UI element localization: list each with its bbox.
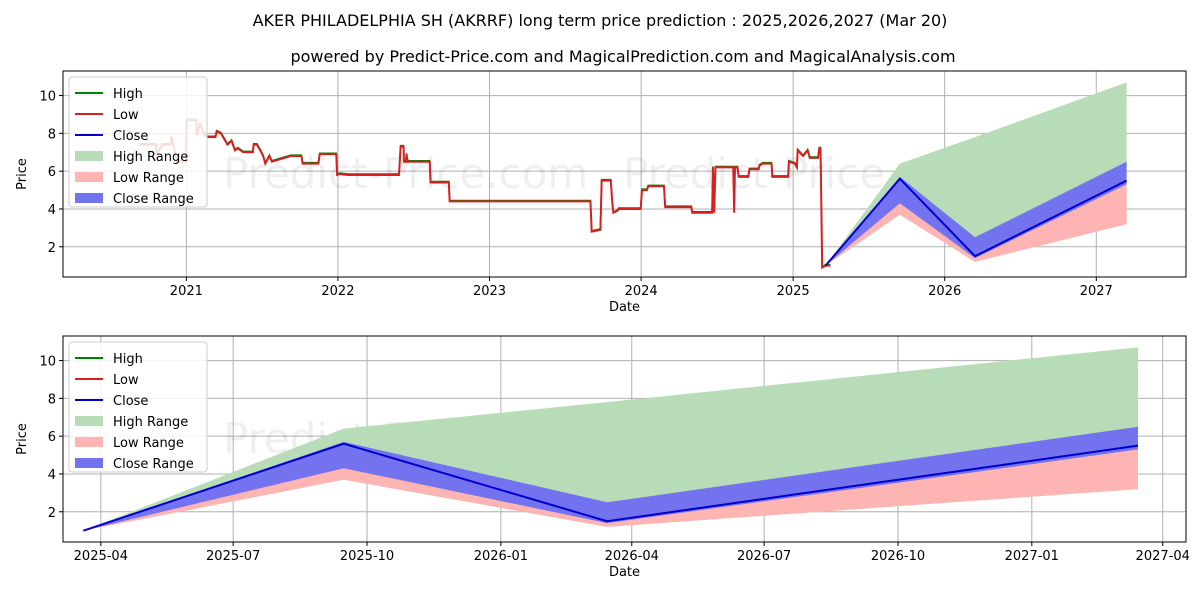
legend-close-label: Close: [113, 394, 148, 409]
chart-subtitle: powered by Predict-Price.com and Magical…: [290, 47, 955, 66]
x-tick-label: 2026-10: [871, 549, 925, 564]
y-tick-label: 6: [48, 165, 56, 180]
low-series-line: [139, 119, 831, 270]
x-tick-label: 2027-04: [1136, 549, 1190, 564]
close-series-line: [83, 442, 1139, 532]
x-tick-label: 2026-01: [474, 549, 528, 564]
y-tick-label: 10: [39, 355, 56, 370]
legend-high-label: High: [113, 352, 143, 367]
x-tick-label: 2025-10: [340, 549, 394, 564]
legend-close-range-label: Close Range: [113, 457, 194, 472]
chart-title: AKER PHILADELPHIA SH (AKRRF) long term p…: [253, 11, 948, 30]
close-range-band: [83, 426, 1138, 531]
x-tick-label: 2022: [321, 284, 354, 299]
axes-frame: [62, 335, 1187, 543]
x-axis-label: Date: [609, 300, 640, 315]
legend-high-range-label: High Range: [113, 150, 188, 165]
legend-close-range-label: Close Range: [113, 192, 194, 207]
legend-low-range-swatch: [75, 437, 103, 447]
legend-high-range-swatch: [75, 151, 103, 161]
y-axis-label: Price: [15, 158, 30, 190]
legend-box: [68, 76, 208, 208]
legend-high-range-swatch: [75, 416, 103, 426]
y-tick-label: 4: [48, 203, 56, 218]
x-tick-label: 2025-04: [74, 549, 128, 564]
x-tick-label: 2025-07: [206, 549, 260, 564]
x-tick-label: 2025: [777, 284, 810, 299]
x-tick-label: 2026-07: [737, 549, 791, 564]
close-range-band: [825, 161, 1127, 266]
plot-area: [83, 347, 1139, 532]
legend: High Low Close High Range Low Range Close Ran…: [68, 341, 208, 473]
x-tick-label: 2026: [928, 284, 961, 299]
plot-area: [139, 82, 1128, 270]
y-tick-label: 10: [39, 90, 56, 105]
legend: High Low Close High Range Low Range Close Ran…: [68, 76, 208, 208]
legend-high-label: High: [113, 87, 143, 102]
x-axis-label: Date: [609, 565, 640, 580]
legend-box: [68, 341, 208, 473]
y-tick-label: 8: [48, 127, 56, 142]
x-tick-label: 2027: [1080, 284, 1113, 299]
y-tick-label: 4: [48, 468, 56, 483]
x-tick-label: 2027-01: [1005, 549, 1059, 564]
legend-low-range-swatch: [75, 172, 103, 182]
legend-low-label: Low: [113, 108, 139, 123]
y-tick-label: 2: [48, 241, 56, 256]
legend-close-range-swatch: [75, 458, 103, 468]
y-tick-label: 6: [48, 430, 56, 445]
legend-high-range-label: High Range: [113, 415, 188, 430]
x-tick-label: 2021: [170, 284, 203, 299]
bottom-chart-panel: Predict-Price.comPredict-Price.com2025-0…: [15, 335, 1190, 580]
y-tick-label: 2: [48, 506, 56, 521]
y-tick-label: 8: [48, 392, 56, 407]
legend-low-range-label: Low Range: [113, 436, 184, 451]
x-tick-label: 2024: [625, 284, 658, 299]
x-tick-label: 2026-04: [605, 549, 659, 564]
x-tick-label: 2023: [473, 284, 506, 299]
legend-low-range-label: Low Range: [113, 171, 184, 186]
close-series-line: [824, 177, 1128, 267]
legend-low-label: Low: [113, 373, 139, 388]
legend-close-label: Close: [113, 129, 148, 144]
legend-close-range-swatch: [75, 193, 103, 203]
axes-frame: [62, 70, 1187, 278]
y-axis-label: Price: [15, 423, 30, 455]
